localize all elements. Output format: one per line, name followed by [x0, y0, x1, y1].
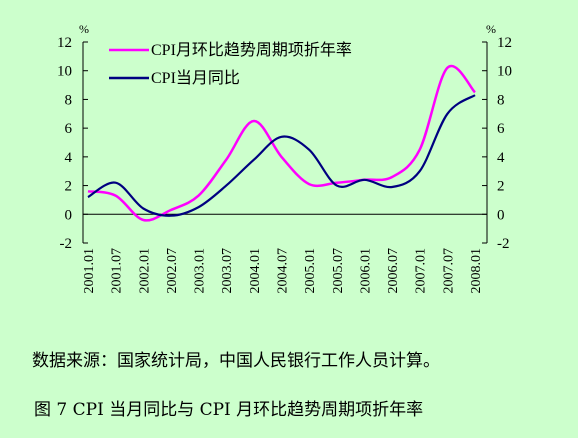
- x-tick-label: 2003.07: [220, 248, 235, 293]
- x-tick-label: 2006.01: [358, 248, 373, 294]
- x-tick-label: 2008.01: [469, 248, 484, 294]
- right-y-tick-label: 4: [497, 150, 505, 166]
- series-line-yoy: [87, 94, 476, 217]
- x-tick-label: 2002.07: [165, 248, 180, 294]
- line-chart: % % -2 -2 0 0 2 2 4 4 6 6 8 8 10 10 12 12 2001.01 2001.07…: [57, 22, 512, 294]
- x-tick-label: 2002.01: [137, 248, 152, 294]
- x-tick-label: 2004.07: [276, 248, 291, 294]
- series-line-trend: [87, 64, 476, 222]
- chart-axes: % %: [79, 22, 496, 244]
- left-y-tick-label: 8: [65, 92, 73, 108]
- right-y-tick-label: -2: [497, 236, 510, 252]
- series-lines: [87, 64, 476, 222]
- right-y-tick-label: 2: [497, 179, 505, 195]
- left-y-tick-label: 4: [65, 150, 73, 166]
- right-y-tick-label: 12: [497, 35, 512, 51]
- legend-label-yoy: CPI当月同比: [151, 69, 240, 87]
- figure-caption: 图 7 CPI 当月同比与 CPI 月环比趋势周期项折年率: [34, 400, 424, 420]
- x-tick-label: 2005.01: [303, 248, 318, 294]
- source-note: 数据来源：国家统计局，中国人民银行工作人员计算。: [32, 351, 440, 371]
- right-y-tick-label: 0: [497, 207, 505, 223]
- left-y-tick-label: 6: [65, 121, 73, 137]
- left-y-tick-label: -2: [60, 236, 73, 252]
- x-tick-label: 2001.01: [82, 248, 97, 294]
- x-tick-label: 2007.07: [441, 248, 456, 294]
- x-tick-label: 2007.01: [414, 248, 429, 294]
- legend-label-trend: CPI月环比趋势周期项折年率: [151, 41, 352, 59]
- chart-legend: CPI月环比趋势周期项折年率 CPI当月同比: [109, 41, 352, 87]
- left-y-tick-label: 10: [57, 64, 72, 80]
- x-tick-label: 2003.01: [193, 248, 208, 294]
- right-y-tick-label: 10: [497, 64, 512, 80]
- x-tick-label: 2004.01: [248, 248, 263, 294]
- x-tick-label: 2006.07: [386, 248, 401, 294]
- x-tick-label: 2005.07: [331, 248, 346, 294]
- left-y-tick-label: 0: [65, 207, 73, 223]
- right-y-tick-label: 8: [497, 92, 505, 108]
- left-y-unit: %: [79, 22, 89, 36]
- left-y-tick-label: 12: [57, 35, 72, 51]
- tick-labels: -2 -2 0 0 2 2 4 4 6 6 8 8 10 10 12 12 2001.01 2001.07 2002…: [57, 35, 512, 294]
- x-tick-label: 2001.07: [110, 248, 125, 294]
- right-y-unit: %: [486, 22, 496, 36]
- right-y-tick-label: 6: [497, 121, 505, 137]
- left-y-tick-label: 2: [65, 179, 73, 195]
